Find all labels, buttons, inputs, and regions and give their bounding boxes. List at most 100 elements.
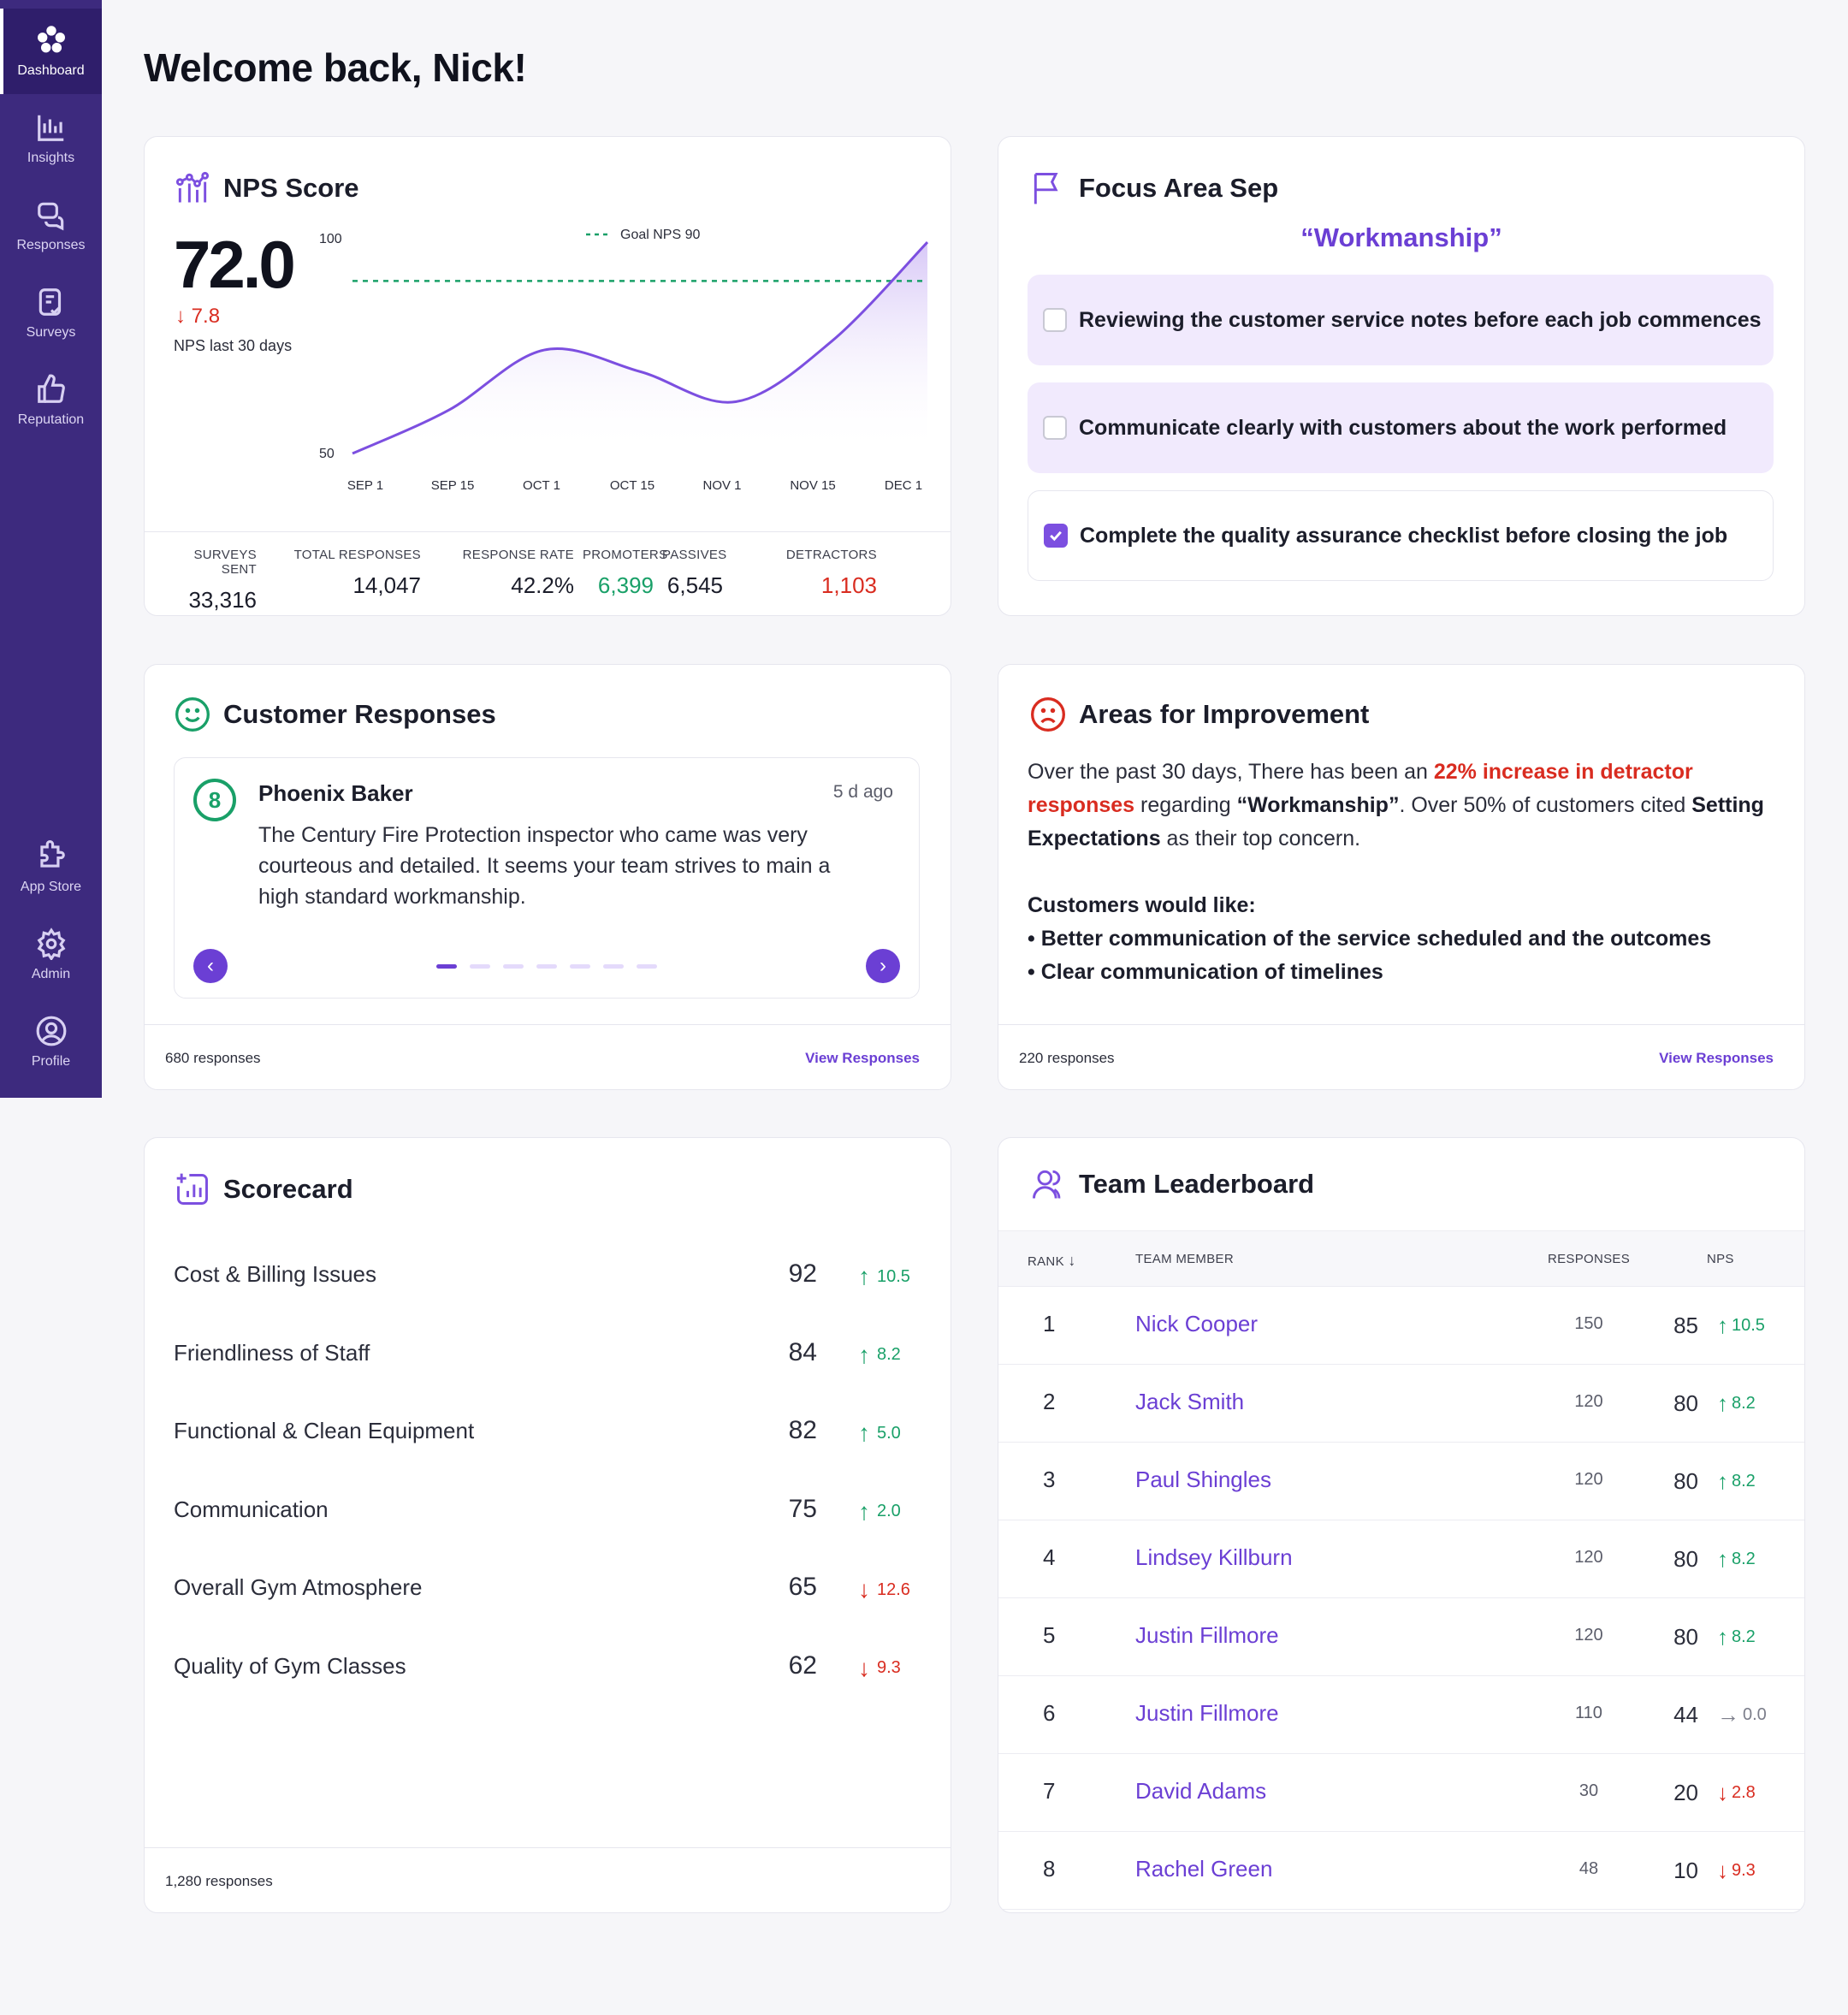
rank-cell: 6 xyxy=(1043,1700,1056,1726)
sidebar-item-label: Surveys xyxy=(26,325,76,340)
sidebar-item-reputation[interactable]: Reputation xyxy=(0,358,102,443)
up-arrow-icon: ↑ xyxy=(858,1497,870,1525)
stat-label: PASSIVES xyxy=(662,548,727,562)
view-responses-link[interactable]: View Responses xyxy=(1659,1050,1774,1066)
change-value: 8.2 xyxy=(1732,1472,1756,1491)
summary-text: as their top concern. xyxy=(1160,827,1361,850)
pagination-dot[interactable] xyxy=(503,964,524,969)
stat-label: TOTAL RESPONSES xyxy=(293,548,421,562)
sidebar-item-admin[interactable]: Admin xyxy=(0,912,102,998)
nps-cell: 80 xyxy=(1673,1468,1698,1494)
responses-cell: 120 xyxy=(1574,1626,1603,1645)
improvement-summary: Over the past 30 days, There has been an… xyxy=(1028,756,1780,856)
nps-score: 72.0 xyxy=(174,227,296,302)
team-member-link[interactable]: David Adams xyxy=(1135,1778,1267,1804)
table-row[interactable]: 8 Rachel Green 48 10 ↓ 9.3 xyxy=(998,1832,1804,1910)
checkbox-checked[interactable] xyxy=(1044,524,1068,548)
table-row[interactable]: 3 Paul Shingles 120 80 ↑ 8.2 xyxy=(998,1443,1804,1520)
nps-change: ↑ 8.2 xyxy=(1717,1390,1756,1417)
sidebar-item-profile[interactable]: Profile xyxy=(0,999,102,1085)
respondent-name: Phoenix Baker xyxy=(258,780,413,806)
x-tick-label: OCT 15 xyxy=(610,478,654,493)
nps-area xyxy=(352,242,927,453)
table-row[interactable]: 2 Jack Smith 120 80 ↑ 8.2 xyxy=(998,1365,1804,1443)
divider xyxy=(998,1024,1804,1025)
scorecard-card: Scorecard Cost & Billing Issues 92 ↑ 10.5 Fr… xyxy=(144,1137,951,1913)
scorecard-change: ↑ 8.2 xyxy=(858,1342,901,1369)
clipboard-icon xyxy=(38,288,61,316)
team-member-link[interactable]: Lindsey Killburn xyxy=(1135,1544,1293,1570)
scorecard-score: 62 xyxy=(788,1651,817,1680)
change-value: 10.5 xyxy=(877,1266,910,1286)
prev-button[interactable]: ‹ xyxy=(193,949,228,983)
nps-change: ↓ 2.8 xyxy=(1717,1780,1756,1806)
sidebar-item-surveys[interactable]: Surveys xyxy=(0,270,102,356)
scorecard-title: Scorecard xyxy=(223,1174,353,1204)
stat-value: 42.2% xyxy=(511,572,574,598)
checkbox[interactable] xyxy=(1043,416,1067,440)
view-responses-link[interactable]: View Responses xyxy=(805,1050,920,1066)
pagination-dot[interactable] xyxy=(570,964,590,969)
responses-cell: 120 xyxy=(1574,1392,1603,1411)
would-like-title: Customers would like: xyxy=(1028,893,1256,917)
change-value: 2.8 xyxy=(1732,1783,1756,1802)
rank-cell: 4 xyxy=(1043,1544,1056,1570)
team-member-link[interactable]: Rachel Green xyxy=(1135,1856,1273,1882)
frown-icon xyxy=(1031,697,1065,732)
next-button[interactable]: › xyxy=(866,949,900,983)
scorecard-score: 92 xyxy=(788,1259,817,1288)
scorecard-metric-name: Friendliness of Staff xyxy=(174,1339,370,1366)
responses-count: 680 responses xyxy=(165,1050,261,1066)
sidebar-item-dashboard[interactable]: Dashboard xyxy=(0,9,102,94)
scorecard-row: Functional & Clean Equipment 82 ↑ 5.0 xyxy=(174,1411,918,1454)
change-value: 2.0 xyxy=(877,1502,901,1520)
leaderboard-card: Team Leaderboard RANK ↓ TEAM MEMBER RESP… xyxy=(998,1137,1805,1913)
stat-passives: PASSIVES 6,545 xyxy=(662,548,727,599)
scorecard-metric-name: Quality of Gym Classes xyxy=(174,1652,406,1679)
rank-cell: 8 xyxy=(1043,1856,1056,1882)
team-member-link[interactable]: Jack Smith xyxy=(1135,1389,1245,1414)
table-row[interactable]: 1 Nick Cooper 150 85 ↑ 10.5 xyxy=(998,1287,1804,1365)
nps-change: ↓ 9.3 xyxy=(1717,1858,1756,1884)
team-member-link[interactable]: Justin Fillmore xyxy=(1135,1700,1279,1726)
column-header-rank[interactable]: RANK ↓ xyxy=(1028,1252,1076,1270)
down-arrow-icon: ↓ xyxy=(1717,1858,1728,1883)
up-arrow-icon: ↑ xyxy=(1717,1313,1728,1338)
stat-detractors: DETRACTORS 1,103 xyxy=(732,548,877,599)
focus-task[interactable]: Reviewing the customer service notes bef… xyxy=(1028,275,1774,365)
flag-icon xyxy=(1034,173,1058,204)
change-value: 9.3 xyxy=(1732,1861,1756,1880)
stat-value: 14,047 xyxy=(352,572,421,598)
table-row[interactable]: 7 David Adams 30 20 ↓ 2.8 xyxy=(998,1754,1804,1832)
goal-legend-label: Goal NPS 90 xyxy=(620,228,700,242)
check-icon xyxy=(1050,530,1062,542)
nps-cell: 85 xyxy=(1673,1313,1698,1338)
nps-cell: 80 xyxy=(1673,1390,1698,1416)
focus-card-title: Focus Area Sep xyxy=(1029,169,1278,207)
divider xyxy=(145,531,951,532)
x-tick-label: NOV 15 xyxy=(790,478,835,493)
pagination-dot[interactable] xyxy=(470,964,490,969)
table-row[interactable]: 6 Justin Fillmore 110 44 → 0.0 xyxy=(998,1676,1804,1754)
pagination-dot[interactable] xyxy=(603,964,624,969)
table-row[interactable]: 4 Lindsey Killburn 120 80 ↑ 8.2 xyxy=(998,1520,1804,1598)
checkbox[interactable] xyxy=(1043,308,1067,332)
pagination-dot[interactable] xyxy=(637,964,657,969)
focus-task[interactable]: Complete the quality assurance checklist… xyxy=(1028,490,1774,581)
team-member-link[interactable]: Justin Fillmore xyxy=(1135,1622,1279,1648)
table-row[interactable]: 5 Justin Fillmore 120 80 ↑ 8.2 xyxy=(998,1598,1804,1676)
pagination-dot[interactable] xyxy=(536,964,557,969)
column-header-member: TEAM MEMBER xyxy=(1135,1252,1234,1266)
team-member-link[interactable]: Paul Shingles xyxy=(1135,1467,1271,1492)
sidebar-item-insights[interactable]: Insights xyxy=(0,96,102,181)
nps-chart: 100 50 Goal NPS 90 SEP 1 SEP 15 OCT 1 OCT 1… xyxy=(319,228,929,493)
focus-task[interactable]: Communicate clearly with customers about… xyxy=(1028,382,1774,473)
scorecard-icon xyxy=(176,1173,208,1205)
pagination-dot[interactable] xyxy=(436,964,457,969)
sort-down-icon: ↓ xyxy=(1068,1252,1076,1269)
team-member-link[interactable]: Nick Cooper xyxy=(1135,1311,1259,1336)
sidebar-item-responses[interactable]: Responses xyxy=(0,183,102,269)
sidebar-item-label: Admin xyxy=(31,967,71,981)
sidebar-item-app-store[interactable]: App Store xyxy=(0,825,102,910)
y-tick-label: 100 xyxy=(319,232,342,246)
